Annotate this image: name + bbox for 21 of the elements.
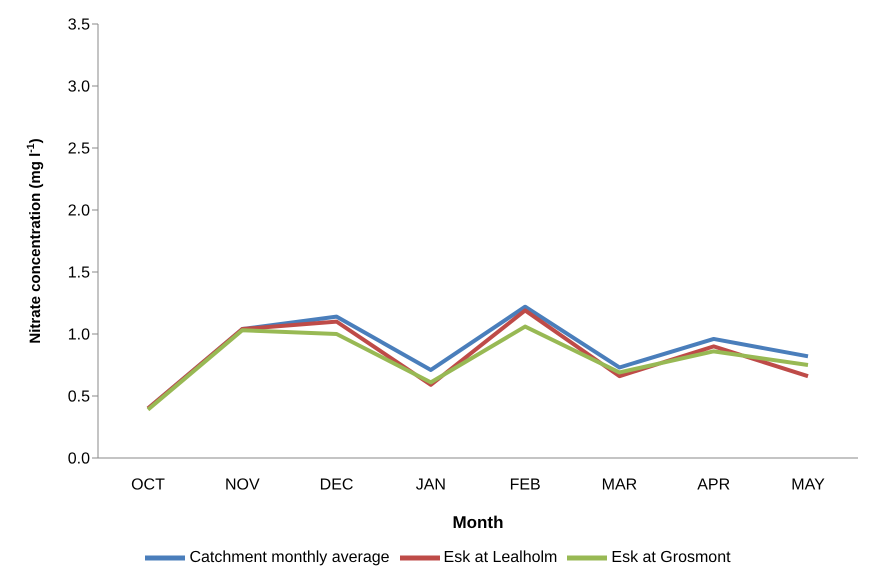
- legend-label: Esk at Lealholm: [444, 549, 558, 566]
- y-tick-label: 0.5: [68, 388, 90, 406]
- y-tick-label: 3.0: [68, 78, 90, 96]
- x-tick-label: MAR: [602, 476, 638, 494]
- x-tick-label: APR: [697, 476, 730, 494]
- x-tick-label: JAN: [416, 476, 446, 494]
- line-series: [146, 324, 810, 412]
- legend-label: Catchment monthly average: [189, 549, 390, 566]
- y-tick-label: 3.5: [68, 16, 90, 34]
- legend-label: Esk at Grosmont: [611, 549, 731, 566]
- x-tick-label: DEC: [320, 476, 354, 494]
- x-tick-label: MAY: [791, 476, 826, 494]
- x-tick-label: OCT: [131, 476, 166, 494]
- y-tick-label: 1.0: [68, 326, 90, 344]
- y-tick-label: 1.5: [68, 264, 90, 282]
- x-axis-title: Month: [452, 513, 504, 532]
- x-tick-label: FEB: [510, 476, 541, 494]
- y-tick-label: 2.5: [68, 140, 90, 158]
- x-tick-label: NOV: [224, 476, 260, 494]
- y-tick-label: 2.0: [68, 202, 90, 220]
- y-tick-label: 0.0: [68, 450, 90, 468]
